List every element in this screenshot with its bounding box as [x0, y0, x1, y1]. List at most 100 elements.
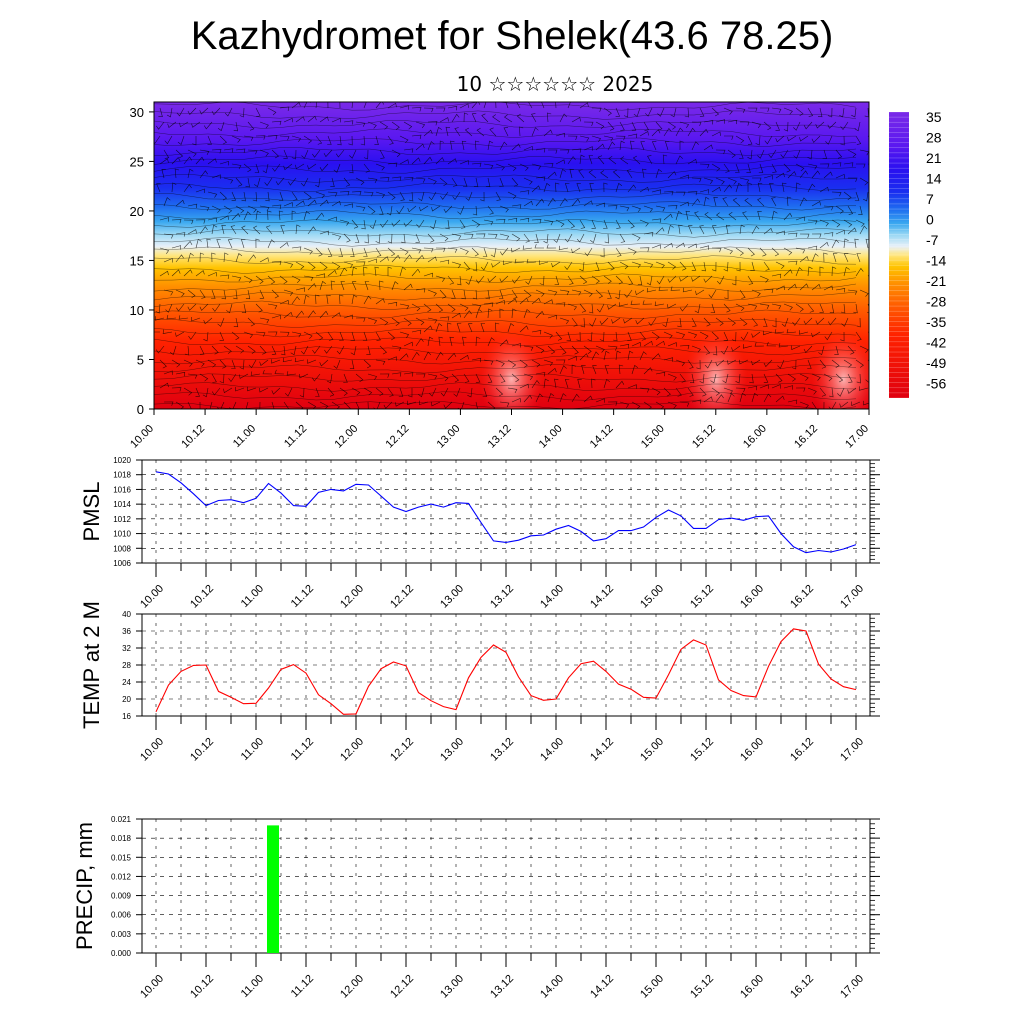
pmsl-xtick-label: 10.12	[188, 583, 216, 611]
wind-barb	[807, 219, 818, 225]
wind-barb	[295, 310, 305, 319]
wind-barb	[631, 261, 641, 269]
wind-barb	[679, 303, 689, 312]
wind-barb	[811, 331, 821, 338]
wind-barb	[360, 135, 365, 146]
wind-barb	[271, 314, 281, 320]
wind-barb	[398, 387, 404, 397]
isoline-3	[154, 128, 857, 138]
wind-barb	[699, 107, 705, 117]
wind-barb	[584, 247, 593, 257]
wind-barb	[823, 205, 834, 211]
wind-barb	[312, 345, 321, 354]
wind-barb	[535, 289, 545, 297]
wind-barb	[547, 345, 556, 355]
wind-barb	[219, 135, 228, 145]
wind-barb	[747, 385, 758, 391]
wind-barb	[259, 289, 265, 299]
wind-barb	[219, 331, 225, 341]
wind-barb	[391, 281, 399, 291]
wind-barb	[597, 155, 605, 165]
wind-barb	[315, 331, 324, 341]
wind-barb	[579, 219, 586, 229]
wind-barb	[462, 336, 467, 347]
wind-barb	[487, 337, 495, 347]
colorbar-label: -42	[926, 335, 946, 351]
wind-barb	[763, 317, 768, 327]
wind-barb	[416, 219, 425, 229]
wind-barb	[279, 275, 288, 284]
wind-barb	[771, 210, 778, 221]
wind-barb	[751, 289, 761, 297]
pmsl-xtick-label: 11.00	[239, 583, 266, 610]
wind-barb	[255, 135, 266, 140]
wind-barb	[387, 387, 394, 397]
wind-barb	[399, 353, 409, 361]
wind-barb	[519, 217, 530, 223]
isoline-29	[154, 364, 857, 374]
wind-barb	[818, 345, 825, 356]
wind-barb	[463, 373, 470, 383]
wind-barb	[338, 247, 343, 258]
wind-barb	[656, 275, 665, 285]
wind-barb	[739, 289, 746, 299]
wind-barb	[431, 205, 441, 212]
heatmap-xtick-label: 16.00	[741, 423, 769, 451]
wind-barb	[207, 191, 218, 198]
wind-barb	[231, 359, 236, 369]
wind-barb	[799, 170, 808, 179]
wind-barb	[732, 275, 737, 286]
wind-barb	[199, 170, 208, 179]
wind-barb	[727, 359, 737, 365]
wind-barb	[155, 303, 161, 314]
wind-barb	[731, 345, 741, 352]
wind-barb	[315, 135, 323, 145]
wind-barb	[835, 229, 845, 235]
wind-barb	[795, 107, 804, 117]
wind-barb	[807, 387, 817, 395]
wind-barb	[171, 182, 177, 193]
wind-barb	[627, 184, 637, 193]
wind-barb	[267, 275, 276, 285]
wind-barb	[596, 303, 605, 313]
wind-barb	[457, 205, 465, 215]
wind-barb	[703, 396, 713, 403]
wind-barb	[199, 401, 201, 409]
wind-barb	[267, 135, 278, 140]
wind-barb	[154, 135, 161, 144]
wind-barb	[291, 331, 302, 338]
wind-barb	[547, 393, 555, 403]
wind-barb	[288, 177, 297, 186]
wind-barb	[722, 373, 729, 384]
wind-barb	[624, 289, 633, 298]
wind-barb	[712, 345, 718, 356]
wind-barb	[687, 158, 697, 165]
wind-barb	[655, 205, 666, 212]
wind-barb	[435, 126, 442, 137]
temp-xtick-label: 12.00	[338, 736, 366, 764]
wind-barb	[559, 289, 570, 296]
wind-barb	[853, 303, 858, 314]
wind-barb	[832, 253, 838, 263]
wind-barb	[829, 387, 834, 398]
wind-barb	[307, 163, 317, 170]
wind-barb	[667, 373, 677, 381]
wind-barb	[219, 373, 225, 384]
wind-barb	[471, 102, 481, 109]
wind-barb	[216, 239, 221, 249]
wind-barb	[291, 246, 302, 251]
wind-barb	[363, 191, 374, 197]
wind-barb	[354, 233, 360, 243]
wind-barb	[475, 373, 481, 383]
heatmap-ytick-label: 10	[130, 303, 144, 318]
wind-barb	[319, 401, 329, 409]
wind-barb	[451, 373, 460, 383]
wind-barb	[811, 135, 821, 143]
wind-barb	[255, 210, 261, 221]
wind-barb	[591, 135, 602, 143]
wind-barb	[243, 331, 253, 339]
wind-barb	[679, 401, 690, 407]
pmsl-xtick-label: 17.00	[838, 583, 866, 611]
wind-barb	[679, 261, 687, 271]
